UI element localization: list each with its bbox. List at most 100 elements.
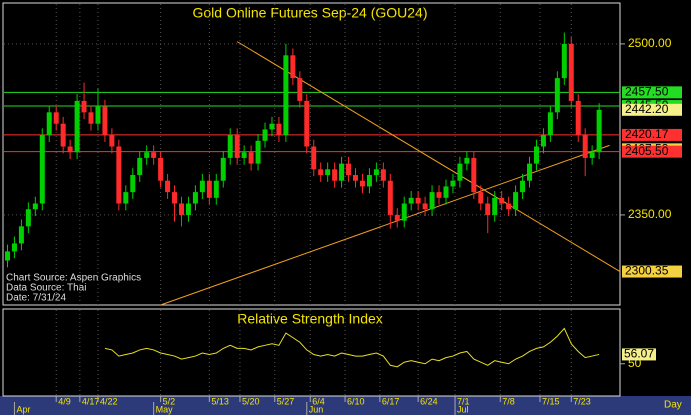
rsi-last-label: 56.07 (624, 347, 654, 361)
month-label: Apr (16, 404, 30, 414)
x-tick-label: 4/17 (82, 396, 100, 406)
candle-body (81, 100, 87, 113)
candle-body (53, 112, 59, 124)
candle-body (540, 135, 546, 147)
candle-body (533, 146, 539, 164)
candle-body (213, 180, 219, 198)
x-tick-label: 7/15 (542, 396, 560, 406)
candle-body (88, 112, 94, 124)
candle-body (596, 109, 602, 153)
candle-body (380, 169, 386, 181)
candle-body (429, 192, 435, 210)
candle-body (227, 135, 233, 158)
level-box (622, 128, 682, 141)
annotation: Date: 7/31/24 (6, 293, 66, 304)
x-tick-label: 7/23 (573, 396, 591, 406)
x-tick-label: 4/9 (58, 396, 71, 406)
candle-body (318, 169, 324, 176)
x-axis-band (0, 396, 691, 415)
candle-body (102, 106, 108, 136)
candle-body (513, 192, 519, 210)
candle-body (422, 203, 428, 210)
candle-body (387, 180, 393, 215)
level-label: 2405.50 (625, 144, 669, 158)
candle-body (464, 157, 470, 164)
candle-body (520, 180, 526, 193)
x-tick-label: 5/2 (163, 396, 176, 406)
candle-body (290, 55, 296, 79)
level-label: 2442.20 (625, 102, 669, 116)
candle-body (408, 197, 414, 204)
candle-body (478, 192, 484, 204)
candle-body (373, 169, 379, 176)
x-tick-label: 4/22 (100, 396, 118, 406)
annotation: Data Source: Thai (6, 283, 86, 294)
x-tick-label: 6/17 (382, 396, 400, 406)
candle-body (192, 192, 198, 204)
x-tick-label: 7/8 (502, 396, 515, 406)
candle-body (151, 152, 157, 158)
trend-end-box (622, 265, 682, 278)
candle-body (25, 209, 31, 227)
candle-body (547, 112, 553, 136)
candle-body (582, 135, 588, 158)
annotation: Chart Source: Aspen Graphics (6, 273, 141, 284)
x-tick-label: 6/4 (312, 396, 325, 406)
trend-end-label: 2300.35 (625, 264, 669, 278)
rsi-panel (2, 308, 621, 397)
candle-body (11, 243, 17, 252)
candle-body (109, 135, 115, 147)
candle-body (589, 152, 595, 158)
candle-body (255, 140, 261, 164)
x-tick-label: 6/10 (347, 396, 365, 406)
candle-body (95, 106, 101, 124)
level-box (622, 103, 682, 116)
candle-body (46, 112, 52, 136)
candle-body (353, 175, 359, 181)
candle-body (485, 203, 491, 215)
candle-body (415, 197, 421, 204)
month-label: Jul (457, 404, 469, 414)
candle-body (401, 203, 407, 221)
level-box (622, 86, 682, 99)
candle-body (234, 135, 240, 158)
candle-body (359, 180, 365, 187)
candle-body (185, 203, 191, 215)
candle-body (304, 100, 310, 147)
y-tick-label: 2350.00 (628, 207, 672, 221)
candle-body (506, 203, 512, 210)
price-panel (2, 2, 621, 306)
candle-body (527, 163, 533, 181)
candle-body (262, 129, 268, 141)
x-tick-label: 5/20 (242, 396, 260, 406)
candle-body (311, 146, 317, 170)
x-tick-label: 7/1 (457, 396, 470, 406)
candle-body (130, 175, 136, 193)
candle-body (199, 180, 205, 193)
level-label: 2420.17 (625, 127, 669, 141)
candle-body (178, 203, 184, 215)
candle-body (499, 197, 505, 204)
candle-body (206, 180, 212, 198)
x-tick-label: 6/24 (420, 396, 438, 406)
x-unit-label: Day (664, 400, 682, 411)
candle-body (471, 157, 477, 193)
candle-body (561, 43, 567, 79)
candle-body (366, 175, 372, 187)
candle-body (346, 163, 352, 176)
candle-body (39, 135, 45, 204)
candle-body (332, 169, 338, 181)
rsi-line (104, 327, 600, 368)
candle-body (575, 100, 581, 136)
candle-body (297, 78, 303, 101)
x-tick-label: 5/13 (211, 396, 229, 406)
candle-body (123, 192, 129, 204)
candle-body (220, 157, 226, 181)
candle-body (18, 226, 24, 244)
candle-body (74, 100, 80, 153)
candle-body (394, 214, 400, 221)
candle-body (4, 251, 10, 261)
month-label: May (156, 404, 174, 414)
candle-body (568, 43, 574, 101)
